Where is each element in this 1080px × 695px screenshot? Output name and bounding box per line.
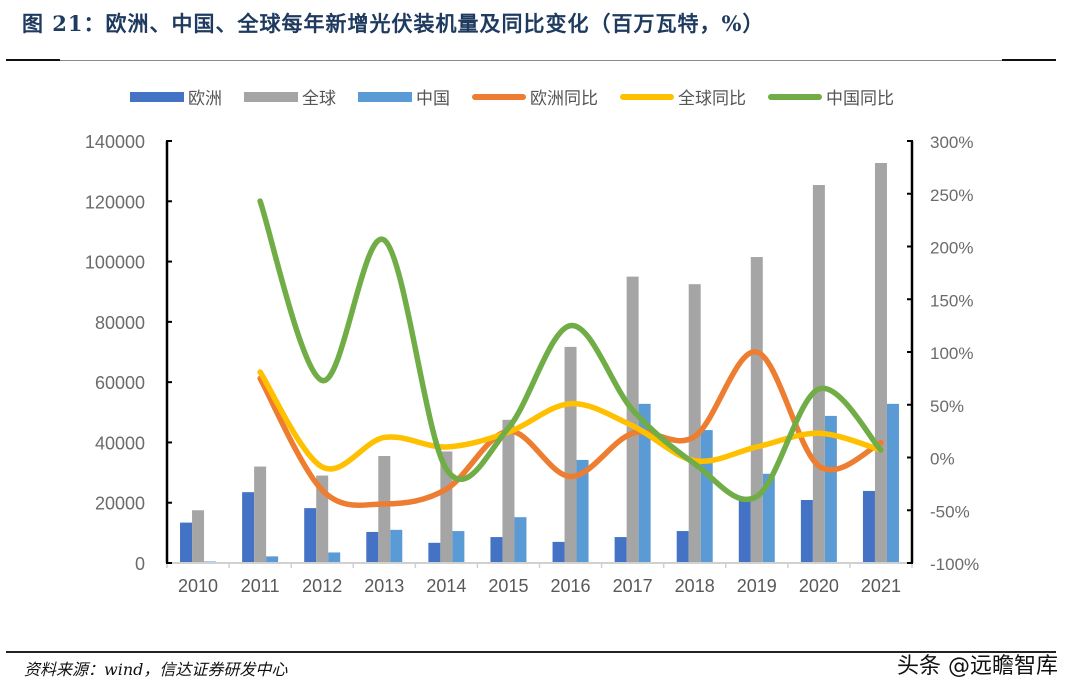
y2-tick-label: -50% <box>930 502 970 521</box>
bar <box>638 403 651 563</box>
legend-swatch-global-yoy <box>620 93 674 100</box>
bar <box>452 531 465 563</box>
y2-tick-label: 50% <box>930 397 964 416</box>
legend-label: 中国 <box>416 89 450 109</box>
y-tick-label: 140000 <box>85 132 145 152</box>
legend-item-global-yoy: 全球同比 <box>620 84 746 109</box>
bar <box>440 451 453 563</box>
bar <box>700 430 713 563</box>
legend-label: 全球 <box>302 89 336 109</box>
bar <box>874 163 887 564</box>
footer-rule <box>6 651 1056 653</box>
chart-title: 图 21：欧洲、中国、全球每年新增光伏装机量及同比变化（百万瓦特，%） <box>22 11 765 36</box>
bar <box>254 466 267 563</box>
bar <box>266 556 279 563</box>
bar <box>800 500 813 563</box>
legend-label: 全球同比 <box>678 89 746 109</box>
bar <box>428 542 441 563</box>
legend-item-china-yoy: 中国同比 <box>768 84 894 109</box>
legend-item-europe: 欧洲 <box>130 84 222 109</box>
bar <box>576 459 589 563</box>
bar <box>180 522 193 563</box>
bar <box>514 517 527 563</box>
bar <box>366 531 379 563</box>
bar <box>676 531 689 563</box>
line-series <box>257 349 884 508</box>
bar <box>242 492 255 563</box>
y2-tick-label: 150% <box>930 291 973 310</box>
bar <box>390 529 403 563</box>
bar <box>304 508 317 563</box>
source-note: 资料来源：wind，信达证券研发中心 <box>24 660 288 679</box>
line-series-group <box>257 198 884 508</box>
bar <box>490 537 503 563</box>
line-series <box>257 369 884 472</box>
x-tick-label: 2014 <box>426 576 466 596</box>
y-tick-label: 40000 <box>95 433 145 453</box>
bar <box>812 185 825 563</box>
legend-label: 中国同比 <box>826 89 894 109</box>
x-tick-label: 2012 <box>302 576 342 596</box>
legend-label: 欧洲同比 <box>530 89 598 109</box>
watermark: 头条 @远瞻智库 <box>897 654 1058 679</box>
legend-swatch-europe-yoy <box>472 93 526 100</box>
bar <box>626 276 639 563</box>
bar <box>738 500 751 563</box>
x-tick-label: 2020 <box>799 576 839 596</box>
x-tick-label: 2016 <box>551 576 591 596</box>
legend-item-europe-yoy: 欧洲同比 <box>472 84 598 109</box>
x-tick-label: 2018 <box>675 576 715 596</box>
x-tick-label: 2021 <box>861 576 901 596</box>
y-tick-label: 0 <box>135 554 145 574</box>
x-tick-label: 2013 <box>364 576 404 596</box>
y2-tick-label: 250% <box>930 186 973 205</box>
legend-swatch-china-yoy <box>768 93 822 100</box>
y2-tick-label: 100% <box>930 344 973 363</box>
y2-tick-label: 0% <box>930 450 955 469</box>
y-tick-label: 100000 <box>85 253 145 273</box>
x-tick-label: 2015 <box>488 576 528 596</box>
chart-legend: 欧洲 全球 中国 欧洲同比 全球同比 中国同比 <box>130 84 916 109</box>
legend-swatch-global <box>244 91 298 102</box>
y2-tick-label: 200% <box>930 239 973 258</box>
bar <box>862 490 875 563</box>
bar <box>824 415 837 563</box>
bar <box>688 284 701 563</box>
legend-swatch-europe <box>130 91 184 102</box>
y-tick-label: 80000 <box>95 313 145 333</box>
bar <box>378 455 391 563</box>
y2-tick-label: -100% <box>930 555 979 574</box>
bar <box>614 537 627 563</box>
x-tick-label: 2011 <box>241 576 280 596</box>
bar <box>564 346 577 563</box>
line-series <box>257 198 884 503</box>
bar <box>552 541 565 563</box>
legend-swatch-china <box>358 91 412 102</box>
legend-item-china: 中国 <box>358 84 450 109</box>
y-tick-label: 20000 <box>95 494 145 514</box>
bar <box>886 403 899 563</box>
y-tick-label: 120000 <box>85 192 145 212</box>
x-tick-label: 2019 <box>737 576 777 596</box>
header-rule <box>6 59 1056 61</box>
x-tick-label: 2010 <box>178 576 218 596</box>
bar <box>750 257 763 563</box>
y-tick-label: 60000 <box>95 373 145 393</box>
legend-label: 欧洲 <box>188 89 222 109</box>
legend-item-global: 全球 <box>244 84 336 109</box>
bar <box>192 510 205 563</box>
axes-group: 2010 2011 2012 2013 2014 2015 2016 2017 2018 2019… <box>85 132 979 596</box>
bar <box>502 419 515 563</box>
y2-tick-label: 300% <box>930 133 973 152</box>
bar <box>328 552 341 563</box>
bar <box>316 475 329 563</box>
bar <box>762 473 775 563</box>
x-tick-label: 2017 <box>613 576 653 596</box>
